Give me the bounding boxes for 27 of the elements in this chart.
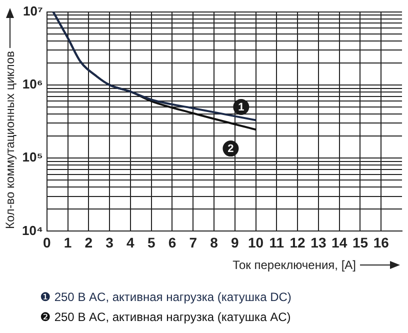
x-tick-label: 0 bbox=[42, 234, 51, 250]
x-tick-label: 16 bbox=[373, 234, 390, 250]
x-tick-label: 2 bbox=[84, 234, 93, 250]
x-tick-label: 7 bbox=[189, 234, 198, 250]
y-tick-label: 10⁴ bbox=[22, 222, 43, 238]
x-tick-label: 3 bbox=[106, 234, 114, 250]
y-tick-label: 10⁶ bbox=[22, 76, 43, 92]
text: ❷ 250 В AC, активная нагрузка (катушка AC) bbox=[40, 309, 292, 326]
text: ❶ 250 В AC, активная нагрузка (катушка DC) bbox=[40, 289, 292, 306]
x-tick-label: 15 bbox=[352, 234, 368, 250]
annotation: 1 bbox=[238, 101, 244, 114]
x-tick-label: 6 bbox=[168, 234, 176, 250]
x-tick-label: 9 bbox=[230, 234, 239, 250]
y-tick-label: 10⁵ bbox=[22, 150, 43, 165]
x-tick-label: 8 bbox=[210, 234, 218, 250]
annotation: 2 bbox=[228, 143, 234, 156]
y-tick-label: 10⁷ bbox=[23, 3, 43, 18]
x-tick-label: 5 bbox=[147, 234, 156, 250]
x-axis-title: Ток переключения, [A] bbox=[232, 258, 356, 272]
x-tick-label: 1 bbox=[64, 234, 72, 250]
x-tick-label: 11 bbox=[269, 234, 284, 250]
x-tick-label: 12 bbox=[290, 234, 306, 250]
x-tick-label: 10 bbox=[248, 234, 264, 250]
x-tick-label: 4 bbox=[126, 234, 135, 250]
x-tick-label: 14 bbox=[332, 234, 348, 250]
x-tick-label: 13 bbox=[310, 234, 326, 250]
y-axis-title: Кол-во коммутационных циклов bbox=[3, 51, 17, 229]
